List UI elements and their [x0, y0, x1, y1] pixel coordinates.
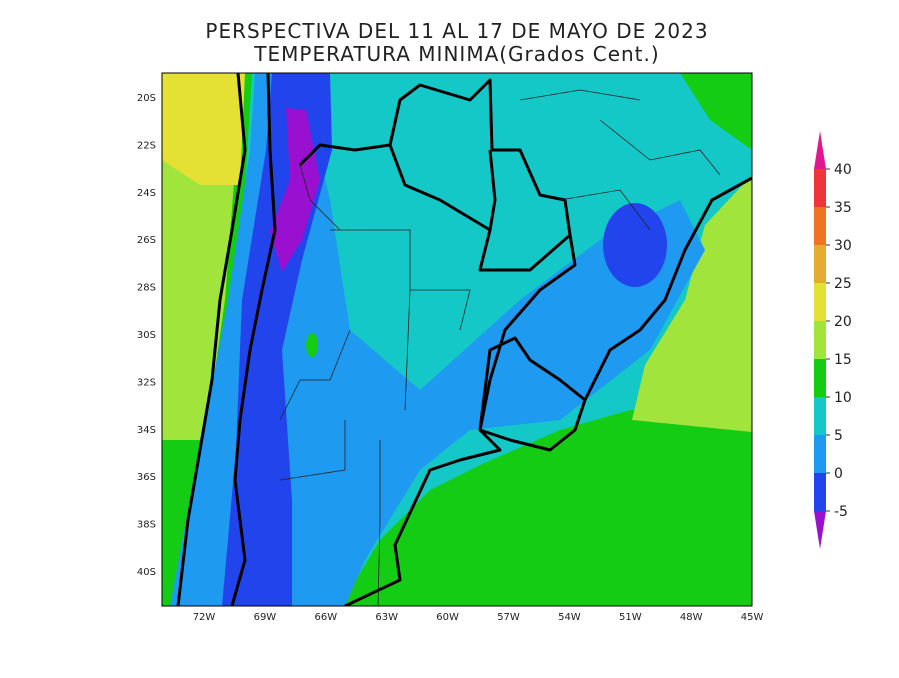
subtitle: TEMPERATURA MINIMA(Grados Cent.) [253, 42, 659, 66]
colorbar-segment [814, 283, 826, 321]
colorbar-label: -5 [834, 504, 848, 520]
field [603, 203, 667, 287]
colorbar-segment [814, 245, 826, 283]
colorbar-label: 0 [834, 466, 843, 482]
map-frame [161, 72, 753, 607]
colorbar-label: 40 [834, 162, 852, 178]
field [340, 410, 752, 606]
province-lines [279, 164, 471, 606]
colorbar-segment [814, 473, 826, 511]
lon-label: 69W [254, 612, 277, 623]
field [632, 175, 752, 432]
coast [176, 73, 247, 606]
field [162, 150, 235, 440]
field [162, 73, 245, 185]
lon-label: 63W [375, 612, 398, 623]
lat-label: 36S [137, 472, 156, 483]
lat-label: 32S [137, 377, 156, 388]
colorbar-label: 30 [834, 238, 852, 254]
lon-label: 45W [741, 612, 764, 623]
field [680, 73, 752, 150]
lon-label: 51W [619, 612, 642, 623]
coast [583, 176, 752, 401]
colorbar-segment [814, 207, 826, 245]
lon-label: 72W [193, 612, 216, 623]
title: PERSPECTIVA DEL 11 AL 17 DE MAYO DE 2023 [205, 19, 708, 43]
colorbar-segment [814, 435, 826, 473]
border [478, 336, 587, 452]
colorbar-label: 20 [834, 314, 852, 330]
lon-label: 57W [497, 612, 520, 623]
map [162, 73, 752, 606]
border [488, 149, 497, 231]
lat-label: 28S [137, 283, 156, 294]
lat-label: 40S [137, 567, 156, 578]
colorbar-label: 15 [834, 352, 852, 368]
lon-label: 48W [680, 612, 703, 623]
field [306, 333, 318, 357]
colorbar-segment [814, 397, 826, 435]
border [388, 78, 572, 236]
colorbar-label: 25 [834, 276, 852, 292]
colorbar: -5 0 5 10 15 20 25 30 35 40 [814, 131, 852, 549]
lat-label: 38S [137, 520, 156, 531]
colorbar-segment [814, 169, 826, 207]
lon-label: 54W [558, 612, 581, 623]
colorbar-tip [814, 511, 826, 549]
lon-label: 66W [314, 612, 337, 623]
field [270, 108, 320, 272]
colorbar-label: 5 [834, 428, 843, 444]
lat-label: 30S [137, 330, 156, 341]
border [298, 143, 577, 606]
lat-label: 34S [137, 425, 156, 436]
border [230, 73, 277, 606]
colorbar-segment [814, 321, 826, 359]
state-lines [519, 89, 721, 231]
colorbar-tip [814, 131, 826, 169]
colorbar-label: 35 [834, 200, 852, 216]
lon-label: 60W [436, 612, 459, 623]
lat-label: 24S [137, 188, 156, 199]
colorbar-segment [814, 359, 826, 397]
lat-label: 26S [137, 235, 156, 246]
colorbar-label: 10 [834, 390, 852, 406]
lat-label: 22S [137, 140, 156, 151]
lat-label: 20S [137, 93, 156, 104]
